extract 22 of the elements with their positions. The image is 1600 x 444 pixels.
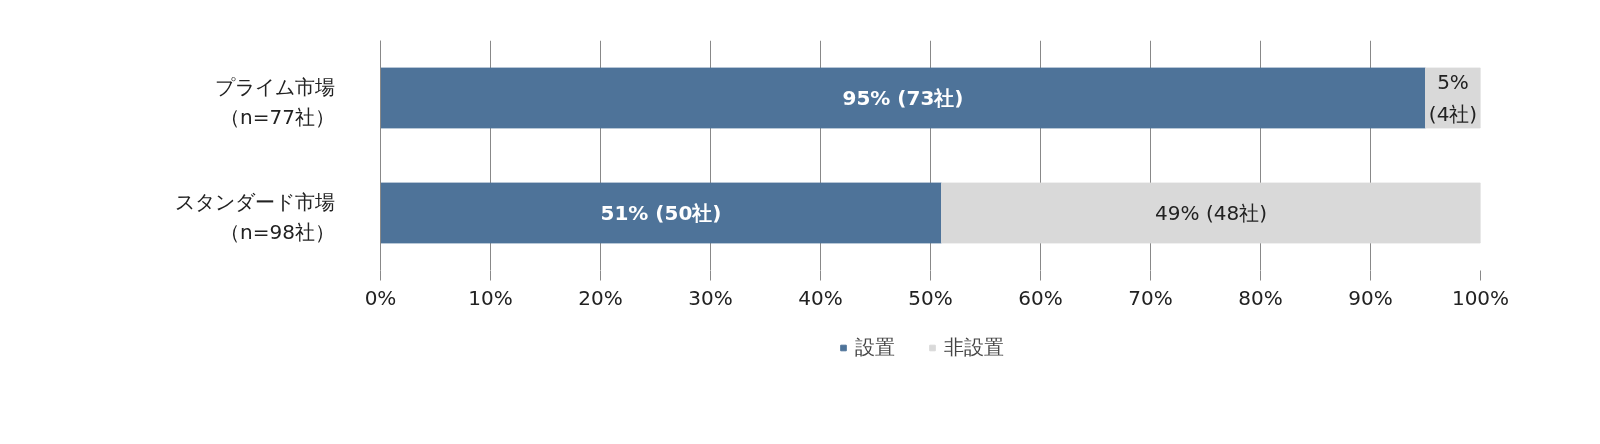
x-tick-label: 80% <box>1238 285 1283 310</box>
y-tick-label: スタンダード市場（n=98社） <box>175 189 335 246</box>
y-tick-label: プライム市場（n=77社） <box>215 74 335 131</box>
legend-label: 設置 <box>855 333 895 361</box>
x-tick-label: 10% <box>468 285 513 310</box>
x-tick-label: 0% <box>364 285 397 310</box>
bar <box>380 67 1426 129</box>
x-tick-label: 20% <box>578 285 623 310</box>
data-label: 49% (48社) <box>1155 201 1267 225</box>
x-tick-label: 70% <box>1128 285 1173 310</box>
x-tick-label: 60% <box>1018 285 1063 310</box>
data-label: 5% (4社) <box>1428 70 1478 126</box>
bar <box>380 182 942 244</box>
data-label: 95% (73社) <box>842 86 964 110</box>
x-tick-label: 100% <box>1451 285 1510 310</box>
data-label: 51% (50社) <box>600 201 722 225</box>
bar <box>941 182 1481 244</box>
x-tick-label: 40% <box>798 285 843 310</box>
x-tick-label: 90% <box>1348 285 1393 310</box>
x-tick-label: 50% <box>908 285 953 310</box>
legend-label: 非設置 <box>944 333 1004 361</box>
x-tick-label: 30% <box>688 285 733 310</box>
